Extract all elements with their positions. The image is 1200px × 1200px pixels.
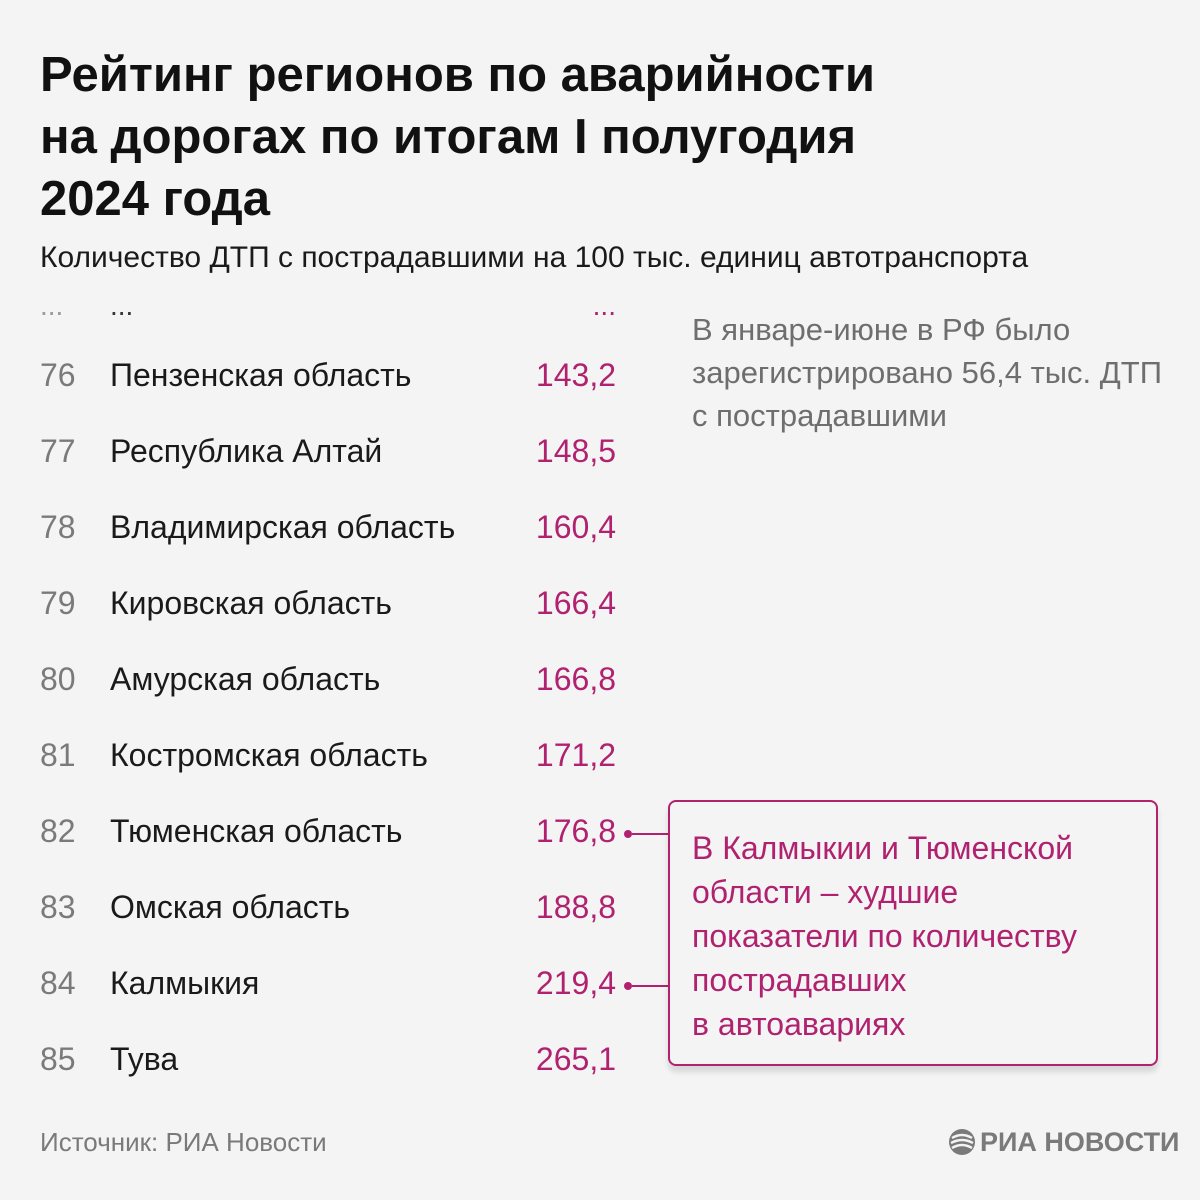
ria-logo-text: РИА НОВОСТИ: [980, 1127, 1180, 1157]
row-rank: 76: [40, 357, 76, 393]
page-title: Рейтинг регионов по аварийности на дорог…: [40, 44, 1040, 230]
title-line-1: Рейтинг регионов по аварийности: [40, 48, 876, 102]
row-region: Амурская область: [110, 661, 381, 697]
ellipsis-rank: ...: [40, 290, 64, 321]
row-value: 148,5: [535, 433, 616, 469]
ranking-table: ... ... ... 76 Пензенская область 143,2 77 Р…: [0, 0, 640, 1100]
ellipsis-value: ...: [592, 290, 616, 321]
callout-line-4: пострадавших: [692, 962, 907, 998]
callout-line-3: показатели по количеству: [692, 918, 1077, 954]
note-text: В январе-июне в РФ было зарегистрировано…: [692, 312, 1162, 433]
row-rank: 78: [40, 509, 76, 545]
table-row: 80 Амурская область 166,8: [0, 654, 640, 704]
table-row: 83 Омская область 188,8: [0, 882, 640, 932]
row-value: 176,8: [535, 813, 616, 849]
ellipsis-region: ...: [110, 290, 134, 321]
row-rank: 83: [40, 889, 76, 925]
row-region: Владимирская область: [110, 509, 456, 545]
title-line-3: 2024 года: [40, 172, 271, 226]
row-region: Тува: [110, 1041, 179, 1077]
subtitle: Количество ДТП с пострадавшими на 100 ты…: [40, 241, 1029, 274]
row-value: 188,8: [535, 889, 616, 925]
table-row: 79 Кировская область 166,4: [0, 578, 640, 628]
callout-line-2: области – худшие: [692, 874, 959, 910]
table-row: 77 Республика Алтай 148,5: [0, 426, 640, 476]
row-rank: 82: [40, 813, 76, 849]
table-row: 76 Пензенская область 143,2: [0, 350, 640, 400]
row-rank: 81: [40, 737, 76, 773]
table-row: 78 Владимирская область 160,4: [0, 502, 640, 552]
row-rank: 85: [40, 1041, 76, 1077]
ria-logo-icon: [949, 1129, 975, 1155]
callout-box: В Калмыкии и Тюменской области – худшие …: [668, 800, 1158, 1066]
row-region: Тюменская область: [110, 813, 403, 849]
ria-logo: РИА НОВОСТИ: [948, 1122, 1179, 1162]
row-region: Республика Алтай: [110, 433, 383, 469]
row-value: 143,2: [535, 357, 616, 393]
row-region: Кировская область: [110, 585, 392, 621]
row-rank: 84: [40, 965, 76, 1001]
row-region: Калмыкия: [110, 965, 260, 1001]
row-value: 166,4: [535, 585, 616, 621]
row-value: 171,2: [535, 737, 616, 773]
row-rank: 79: [40, 585, 76, 621]
source-text: Источник: РИА Новости: [40, 1127, 327, 1157]
row-region: Пензенская область: [110, 357, 412, 393]
row-value: 160,4: [535, 509, 616, 545]
table-row: 85 Тува 265,1: [0, 1034, 640, 1084]
title-line-2: на дорогах по итогам I полугодия: [40, 110, 857, 164]
row-value: 219,4: [535, 965, 616, 1001]
row-value: 265,1: [535, 1041, 616, 1077]
row-rank: 80: [40, 661, 76, 697]
row-region: Омская область: [110, 889, 351, 925]
row-region: Костромская область: [110, 737, 428, 773]
callout-text: В Калмыкии и Тюменской области – худшие …: [692, 826, 1142, 1046]
callout-line-1: В Калмыкии и Тюменской: [692, 830, 1074, 866]
callout-line-5: в автоавариях: [692, 1006, 906, 1042]
table-row: 82 Тюменская область 176,8: [0, 806, 640, 856]
row-rank: 77: [40, 433, 76, 469]
ellipsis-row: ... ... ...: [0, 290, 640, 346]
row-value: 166,8: [535, 661, 616, 697]
table-row: 81 Костромская область 171,2: [0, 730, 640, 780]
table-row: 84 Калмыкия 219,4: [0, 958, 640, 1008]
